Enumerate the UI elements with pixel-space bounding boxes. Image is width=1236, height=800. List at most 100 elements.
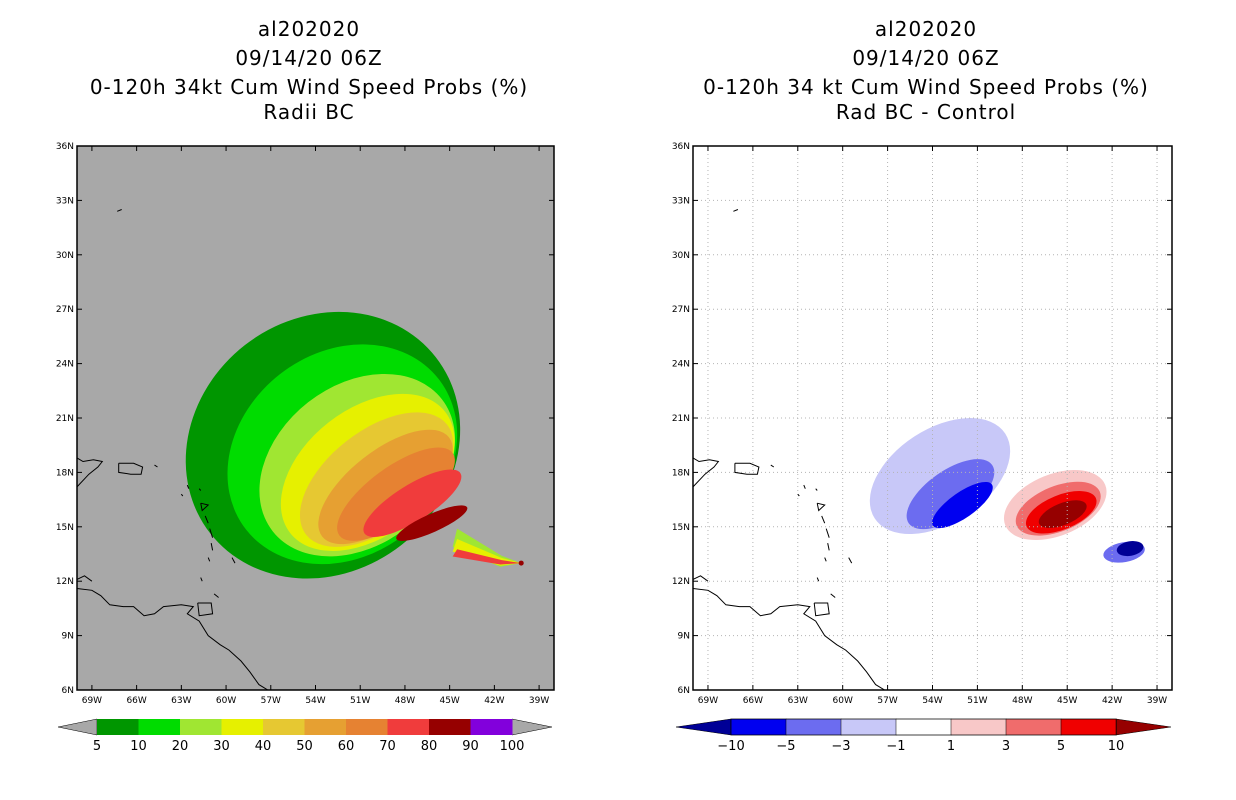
- y-tick-label: 21N: [56, 414, 74, 424]
- x-tick-label: 45W: [1057, 696, 1077, 706]
- y-tick-label: 36N: [672, 142, 690, 152]
- coastline: [848, 557, 853, 564]
- coastline: [824, 557, 827, 562]
- colorbar-swatch: [387, 719, 430, 735]
- contour-80: [396, 505, 468, 541]
- colorbar-swatch: [470, 719, 513, 735]
- coastline: [693, 457, 720, 488]
- storm-id: al202020: [257, 17, 361, 41]
- y-tick-label: 12N: [672, 577, 690, 587]
- contour-10: [1038, 500, 1087, 528]
- coastline: [813, 602, 830, 617]
- coastline: [693, 575, 709, 582]
- colorbar-low-arrow: [57, 718, 98, 736]
- coastline: [118, 462, 144, 475]
- y-tick-label: 12N: [56, 577, 74, 587]
- y-tick-label: 15N: [56, 523, 74, 533]
- x-tick-label: 54W: [305, 696, 325, 706]
- y-tick-label: 6N: [678, 686, 690, 696]
- x-tick-label: 51W: [967, 696, 987, 706]
- coastline: [154, 464, 158, 468]
- y-tick-label: 24N: [672, 360, 690, 370]
- colorbar-label: 3: [1002, 739, 1010, 754]
- colorbar-swatch: [346, 719, 388, 735]
- y-tick-label: 6N: [62, 686, 74, 696]
- x-tick-label: 63W: [788, 696, 808, 706]
- y-tick-label: 24N: [56, 360, 74, 370]
- x-tick-label: 48W: [1012, 696, 1032, 706]
- coastline: [816, 577, 820, 582]
- product-subtitle: Rad BC - Control: [835, 100, 1017, 124]
- colorbar-swatch: [1060, 718, 1117, 736]
- storm-position: [518, 560, 524, 566]
- colorbar-swatch: [730, 718, 787, 736]
- colorbar-label: −1: [886, 739, 905, 754]
- coastline: [821, 515, 826, 524]
- coastline: [77, 588, 269, 690]
- colorbar: −10 −5 −3 −1 1 3 5 10: [675, 718, 1172, 754]
- y-tick-label: 27N: [56, 305, 74, 315]
- colorbar-label: 50: [296, 739, 313, 754]
- colorbar-swatch: [785, 718, 842, 736]
- coastline: [803, 484, 806, 489]
- coastline: [204, 515, 209, 524]
- x-tick-label: 69W: [698, 696, 718, 706]
- y-tick-label: 15N: [672, 523, 690, 533]
- x-tick-label: 48W: [395, 696, 415, 706]
- colorbar-swatch: [221, 719, 264, 735]
- product-subtitle: Radii BC: [263, 100, 355, 124]
- x-tick-label: 42W: [484, 696, 504, 706]
- colorbar-label: 5: [1057, 739, 1065, 754]
- coastline: [816, 502, 826, 512]
- coastline: [77, 457, 104, 488]
- right-map-panel: 69W 66W 63W 60W 57W 54W 51W 48W 45W 42W 39W 6N 9N 12N…: [672, 142, 1173, 754]
- coastline: [197, 602, 214, 617]
- colorbar-label: 5: [93, 739, 101, 754]
- contour--10: [1116, 541, 1144, 557]
- x-tick-label: 39W: [529, 696, 549, 706]
- colorbar-border: [730, 718, 1117, 736]
- product-title: 0-120h 34 kt Cum Wind Speed Probs (%): [703, 75, 1149, 99]
- colorbar-label: −3: [831, 739, 850, 754]
- colorbar-label: 80: [421, 739, 438, 754]
- coastline: [198, 488, 202, 491]
- x-tick-label: 39W: [1147, 696, 1167, 706]
- y-tick-label: 36N: [56, 142, 74, 152]
- right-chart-title: al202020 09/14/20 06Z 0-120h 34 kt Cum W…: [672, 15, 1180, 127]
- colorbar-swatch: [429, 719, 471, 735]
- coastline: [117, 209, 122, 212]
- coastline: [733, 209, 739, 212]
- x-tick-label: 60W: [216, 696, 236, 706]
- colorbar-swatch: [1005, 718, 1062, 736]
- product-title: 0-120h 34kt Cum Wind Speed Probs (%): [89, 75, 529, 99]
- coastline: [213, 593, 219, 598]
- date-time: 09/14/20 06Z: [235, 46, 383, 70]
- map-contents: [77, 209, 524, 690]
- y-tick-label: 21N: [672, 414, 690, 424]
- coastline: [209, 528, 214, 538]
- colorbar-swatch: [950, 718, 1007, 736]
- y-tick-label: 18N: [672, 468, 690, 478]
- x-tick-label: 63W: [171, 696, 191, 706]
- left-map-panel: 69W 66W 63W 60W 57W 54W 51W 48W 45W 42W 39W 6N 9N 12N…: [56, 142, 555, 754]
- contour-tail: [452, 528, 522, 567]
- x-tick-label: 57W: [261, 696, 281, 706]
- colorbar-label: 1: [947, 739, 955, 754]
- colorbar-high-arrow: [1115, 718, 1172, 736]
- coastline: [770, 464, 775, 468]
- coastline: [830, 593, 836, 598]
- coastline: [825, 528, 830, 538]
- coastline: [186, 484, 190, 489]
- colorbar-label: 40: [255, 739, 272, 754]
- x-tick-label: 66W: [126, 696, 146, 706]
- colorbar-swatch: [138, 719, 181, 735]
- coastline: [207, 557, 211, 562]
- coastline: [827, 542, 830, 551]
- coastline: [210, 543, 214, 551]
- date-time: 09/14/20 06Z: [852, 46, 1000, 70]
- colorbar-swatch: [263, 719, 305, 735]
- contour-tail: [452, 538, 522, 566]
- colorbar-swatch: [895, 718, 952, 736]
- y-tick-label: 27N: [672, 305, 690, 315]
